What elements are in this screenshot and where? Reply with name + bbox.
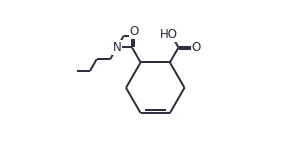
- Text: N: N: [113, 41, 121, 54]
- Text: O: O: [129, 25, 139, 38]
- Text: HO: HO: [160, 28, 178, 41]
- Text: O: O: [191, 41, 201, 54]
